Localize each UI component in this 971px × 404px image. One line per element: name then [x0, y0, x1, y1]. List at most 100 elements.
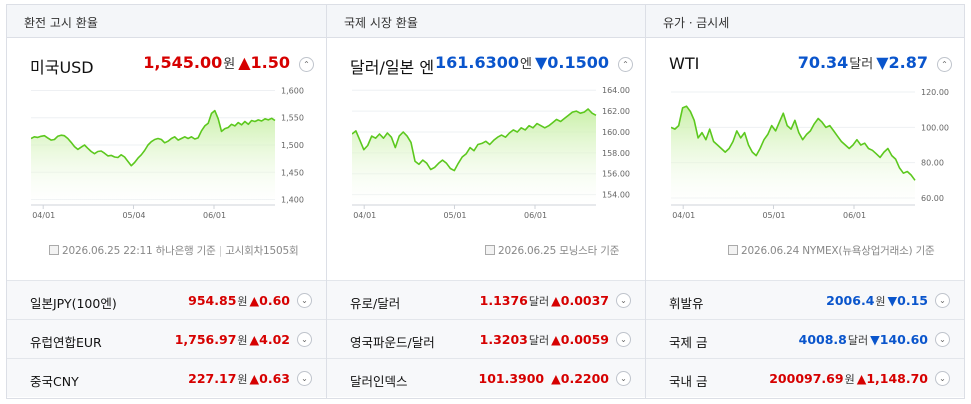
main-change: ▲1.50 — [238, 53, 290, 72]
x-tick-label: 04/01 — [32, 211, 55, 220]
note-date: 2026.06.25 — [498, 245, 557, 257]
list-item[interactable]: 휘발유 2006.4원 ▼0.15 ⌄ — [646, 280, 964, 319]
main-quote[interactable]: 미국USD 1,545.00원 ▲1.50 ⌃ — [7, 38, 326, 78]
jpy-chart: 164.00 162.00 160.00 158.00 156.00 154.00 04/0… — [352, 85, 632, 225]
row-price: 227.17 — [188, 371, 237, 386]
expand-chevron-icon[interactable]: ⌄ — [935, 293, 950, 308]
expand-chevron-icon[interactable]: ⌄ — [935, 371, 950, 386]
main-change: ▼0.1500 — [534, 53, 609, 72]
series-line — [671, 105, 916, 181]
list-item[interactable]: 국내 금 200097.69원 ▲1,148.70 ⌄ — [646, 358, 964, 397]
main-quote[interactable]: WTI 70.34달러 ▼2.87 ⌃ — [646, 38, 964, 78]
y-tick-label: 1,400 — [281, 196, 304, 205]
chart-source-note: 2026.06.25 22:11 하나은행 기준 | 고시회차1505회 — [49, 243, 299, 258]
note-source: 모닝스타 기준 — [559, 245, 620, 257]
expand-chevron-icon[interactable]: ⌄ — [297, 371, 312, 386]
collapse-toggle-icon[interactable]: ⌃ — [618, 57, 633, 72]
note-divider: | — [218, 245, 223, 257]
note-source: 하나은행 기준 — [155, 245, 216, 257]
row-change: ▲0.0037 — [551, 293, 609, 308]
expand-chevron-icon[interactable]: ⌄ — [935, 332, 950, 347]
list-item[interactable]: 영국파운드/달러 1.3203달러 ▲0.0059 ⌄ — [327, 319, 645, 358]
y-tick-label: 164.00 — [602, 86, 630, 95]
row-name: 유럽연합EUR — [30, 335, 102, 350]
row-unit: 원 — [237, 373, 248, 386]
main-unit: 엔 — [519, 57, 532, 72]
y-tick-label: 1,600 — [281, 86, 304, 95]
row-price: 1,756.97 — [174, 332, 237, 347]
main-quote-value: 70.34달러 ▼2.87 — [798, 53, 928, 72]
expand-chevron-icon[interactable]: ⌄ — [616, 293, 631, 308]
row-value: 1,756.97원 ▲4.02 — [175, 332, 290, 348]
main-quote-name[interactable]: 미국USD — [30, 58, 94, 77]
row-value: 200097.69원 ▲1,148.70 — [769, 371, 928, 387]
row-value: 1.1376달러 ▲0.0037 — [480, 293, 609, 309]
row-value: 2006.4원 ▼0.15 — [826, 293, 928, 309]
column-header[interactable]: 국제 시장 환율 — [327, 5, 645, 38]
row-name: 국내 금 — [669, 374, 708, 389]
note-source: NYMEX(뉴욕상업거래소) 기준 — [802, 245, 935, 257]
column-global-market: 국제 시장 환율 달러/일본 엔 161.6300엔 ▼0.1500 ⌃ 164.… — [327, 5, 646, 398]
list-item[interactable]: 유럽연합EUR 1,756.97원 ▲4.02 ⌄ — [7, 319, 326, 358]
main-quote[interactable]: 달러/일본 엔 161.6300엔 ▼0.1500 ⌃ — [327, 38, 645, 78]
main-change: ▼2.87 — [876, 53, 928, 72]
usd-chart: 1,600 1,550 1,500 1,450 1,400 04/01 05/04 06/01 — [31, 85, 311, 225]
collapse-toggle-icon[interactable]: ⌃ — [299, 57, 314, 72]
sub-quote-list: 일본JPY(100엔) 954.85원 ▲0.60 ⌄ 유럽연합EUR 1,756… — [7, 280, 326, 397]
area-fill — [352, 109, 596, 205]
column-header[interactable]: 환전 고시 환율 — [7, 5, 326, 38]
row-change: ▼0.15 — [887, 293, 928, 308]
y-tick-label: 80.00 — [921, 159, 944, 168]
row-change: ▼140.60 — [870, 332, 928, 347]
row-price: 4008.8 — [798, 332, 847, 347]
list-item[interactable]: 일본JPY(100엔) 954.85원 ▲0.60 ⌄ — [7, 280, 326, 319]
row-value: 101.3900 ▲0.2200 — [479, 371, 610, 386]
main-price: 1,545.00 — [143, 53, 223, 72]
x-tick-label: 04/01 — [353, 211, 376, 220]
row-change: ▲0.0059 — [551, 332, 609, 347]
series-line — [352, 108, 597, 172]
list-item[interactable]: 국제 금 4008.8달러 ▼140.60 ⌄ — [646, 319, 964, 358]
y-tick-label: 156.00 — [602, 170, 630, 179]
exchange-rate-widget: 환전 고시 환율 미국USD 1,545.00원 ▲1.50 ⌃ 1,600 1,5… — [6, 4, 965, 399]
area-fill — [671, 106, 915, 205]
collapse-toggle-icon[interactable]: ⌃ — [937, 57, 952, 72]
main-quote-name[interactable]: 달러/일본 엔 — [350, 58, 435, 77]
sub-quote-list: 휘발유 2006.4원 ▼0.15 ⌄ 국제 금 4008.8달러 ▼140.60 … — [646, 280, 964, 397]
list-item[interactable]: 달러인덱스 101.3900 ▲0.2200 ⌄ — [327, 358, 645, 397]
document-icon — [49, 245, 59, 255]
x-tick-label: 05/01 — [762, 211, 785, 220]
row-unit: 달러 — [847, 334, 869, 347]
list-item[interactable]: 중국CNY 227.17원 ▲0.63 ⌄ — [7, 358, 326, 397]
row-unit: 달러 — [528, 295, 550, 308]
expand-chevron-icon[interactable]: ⌄ — [297, 293, 312, 308]
document-icon — [485, 245, 495, 255]
main-quote-value: 1,545.00원 ▲1.50 — [143, 53, 290, 72]
chart-source-note: 2026.06.24 NYMEX(뉴욕상업거래소) 기준 — [728, 243, 935, 258]
x-tick-label: 04/01 — [672, 211, 695, 220]
row-unit: 원 — [844, 373, 855, 386]
y-tick-label: 158.00 — [602, 149, 630, 158]
main-quote-name[interactable]: WTI — [669, 54, 700, 73]
row-value: 227.17원 ▲0.63 — [188, 371, 290, 387]
chart-source-note: 2026.06.25 모닝스타 기준 — [485, 243, 619, 258]
row-change: ▲1,148.70 — [856, 371, 928, 386]
series-line — [31, 109, 276, 167]
y-tick-label: 100.00 — [921, 123, 949, 132]
column-header[interactable]: 유가ㆍ금시세 — [646, 5, 964, 38]
expand-chevron-icon[interactable]: ⌄ — [616, 332, 631, 347]
note-date: 2026.06.24 — [741, 245, 800, 257]
row-price: 101.3900 — [478, 371, 545, 386]
row-price: 1.3203 — [479, 332, 528, 347]
row-name: 일본JPY(100엔) — [30, 296, 117, 311]
row-value: 954.85원 ▲0.60 — [188, 293, 290, 309]
row-price: 2006.4 — [826, 293, 875, 308]
y-tick-label: 1,450 — [281, 168, 304, 177]
main-unit: 원 — [223, 57, 236, 72]
row-change: ▲4.02 — [249, 332, 290, 347]
list-item[interactable]: 유로/달러 1.1376달러 ▲0.0037 ⌄ — [327, 280, 645, 319]
row-change: ▲0.2200 — [551, 371, 609, 386]
expand-chevron-icon[interactable]: ⌄ — [616, 371, 631, 386]
y-tick-label: 60.00 — [921, 194, 944, 203]
expand-chevron-icon[interactable]: ⌄ — [297, 332, 312, 347]
